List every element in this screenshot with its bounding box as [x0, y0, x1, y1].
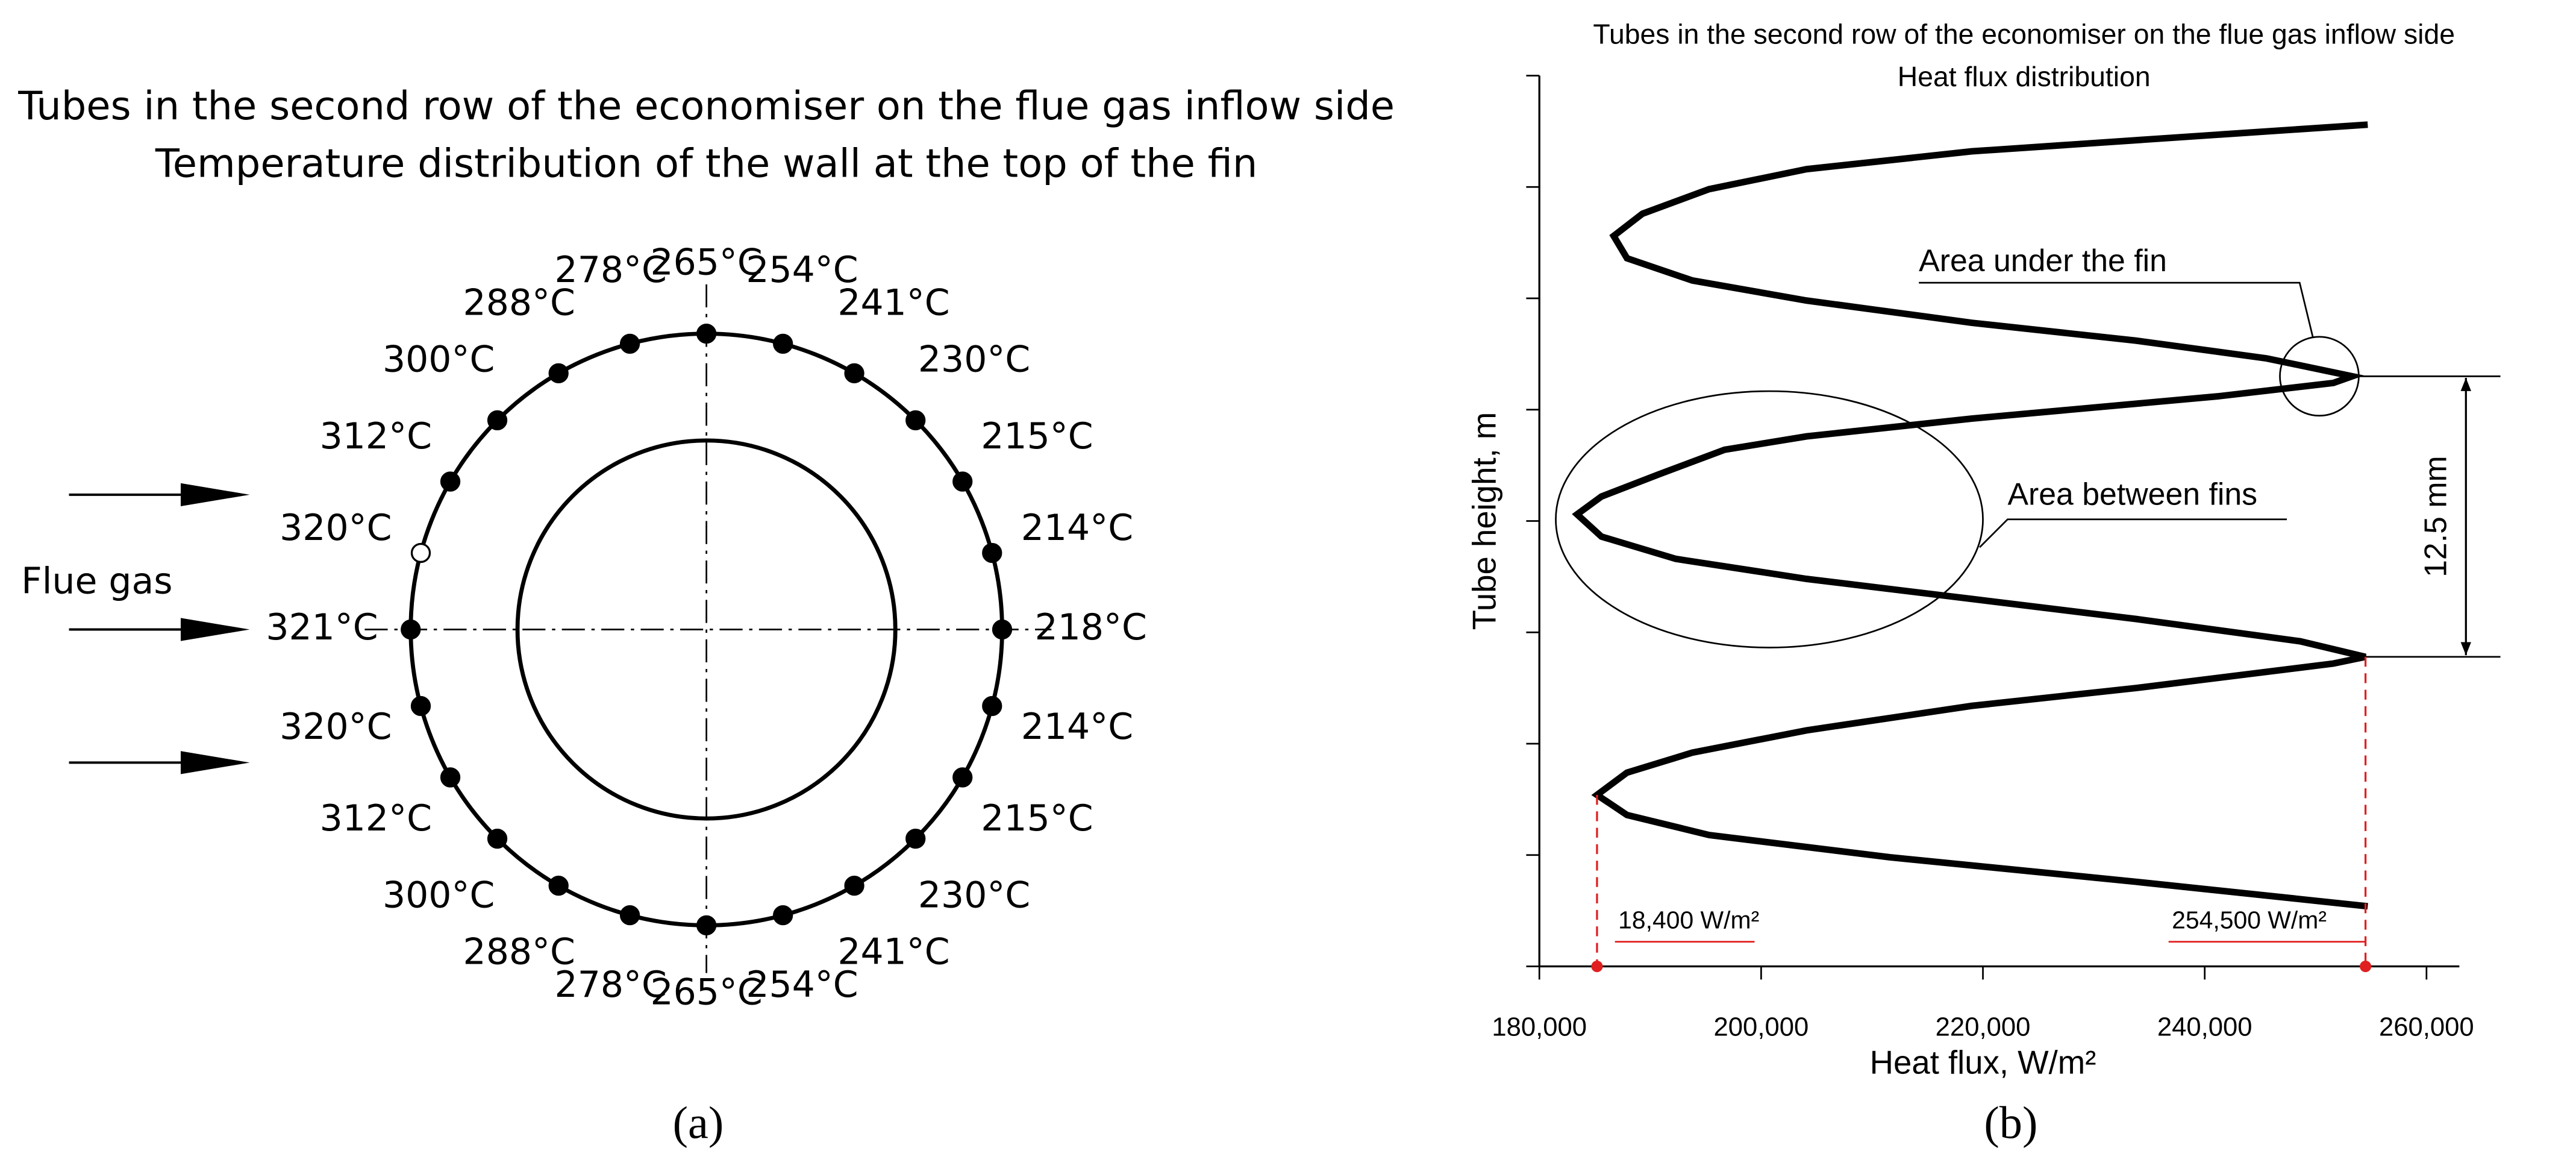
point — [401, 619, 421, 640]
flux-label: 254,500 W/m² — [2172, 906, 2327, 934]
point — [952, 767, 973, 788]
panel-label: (a) — [673, 1097, 724, 1148]
x-axis-label: Heat flux, W/m² — [1870, 1044, 2096, 1081]
chart-title: Tubes in the second row of the economise… — [1593, 18, 2455, 49]
heat-flux-line — [1572, 121, 2368, 910]
point — [487, 410, 508, 431]
point — [410, 695, 431, 717]
point — [696, 323, 717, 344]
point — [905, 828, 926, 849]
y-axis-label: Tube height, m — [1466, 412, 1502, 630]
point — [619, 905, 640, 926]
highlight-ellipse — [1555, 390, 1984, 648]
temperature-label: 278°C — [555, 249, 667, 291]
flux-label: 18,400 W/m² — [1618, 906, 1759, 934]
point — [982, 695, 1002, 717]
drop-point — [2360, 960, 2372, 973]
point — [548, 363, 569, 384]
dimension-label: 12.5 mm — [2418, 456, 2453, 577]
inner-circle — [515, 438, 898, 821]
drop-point — [1591, 960, 1603, 973]
x-tick-label: 260,000 — [2379, 1013, 2474, 1042]
temperature-label: 300°C — [383, 874, 495, 917]
flue-gas-label: Flue gas — [21, 560, 172, 603]
flow-arrows — [69, 483, 250, 774]
point — [773, 905, 793, 926]
temperature-label: 215°C — [981, 797, 1093, 840]
hollow-point — [410, 542, 431, 563]
point — [619, 333, 640, 354]
point — [773, 333, 793, 354]
chart-subtitle: Heat flux distribution — [1898, 61, 2151, 92]
x-tick-label: 220,000 — [1936, 1013, 2031, 1042]
point — [440, 471, 461, 492]
temperature-label: 312°C — [320, 415, 432, 457]
diagram-title: Tubes in the second row of the economise… — [17, 83, 1395, 129]
temperature-label: 241°C — [837, 931, 949, 973]
temperature-label: 288°C — [463, 282, 575, 324]
x-tick-label: 200,000 — [1714, 1013, 1809, 1042]
temperature-label: 214°C — [1021, 706, 1133, 748]
temperature-label: 265°C — [650, 242, 762, 284]
temperature-label: 278°C — [555, 964, 667, 1006]
temperature-label: 288°C — [463, 931, 575, 973]
point — [548, 875, 569, 896]
temperature-label: 215°C — [981, 415, 1093, 457]
temperature-label: 321°C — [266, 606, 378, 648]
temperature-label: 218°C — [1035, 606, 1147, 648]
point — [952, 471, 973, 492]
point — [844, 363, 864, 384]
diagram-title: Temperature distribution of the wall at … — [155, 141, 1257, 187]
x-tick-label: 240,000 — [2157, 1013, 2252, 1042]
leader-line — [1979, 518, 2287, 548]
panel-label: (b) — [1984, 1097, 2037, 1148]
temperature-label: 214°C — [1021, 507, 1133, 549]
temperature-label: 230°C — [918, 339, 1030, 381]
temperature-label: 300°C — [383, 339, 495, 381]
temperature-label: 265°C — [650, 971, 762, 1013]
temperature-label: 230°C — [918, 874, 1030, 917]
x-tick-label: 180,000 — [1492, 1013, 1587, 1042]
annotation: Area under the fin — [1919, 243, 2167, 278]
temperature-label: 320°C — [280, 507, 392, 549]
temperature-label: 312°C — [320, 797, 432, 840]
point — [982, 542, 1002, 563]
temperature-label: 254°C — [746, 964, 858, 1006]
temperature-label: 254°C — [746, 249, 858, 291]
point — [992, 619, 1013, 640]
point — [440, 767, 461, 788]
temperature-label: 241°C — [837, 282, 949, 324]
temperature-label: 320°C — [280, 706, 392, 748]
leader-line — [1919, 281, 2314, 337]
point — [696, 915, 717, 935]
annotation: Area between fins — [2007, 476, 2257, 511]
point — [844, 875, 864, 896]
point — [487, 828, 508, 849]
point — [905, 410, 926, 431]
